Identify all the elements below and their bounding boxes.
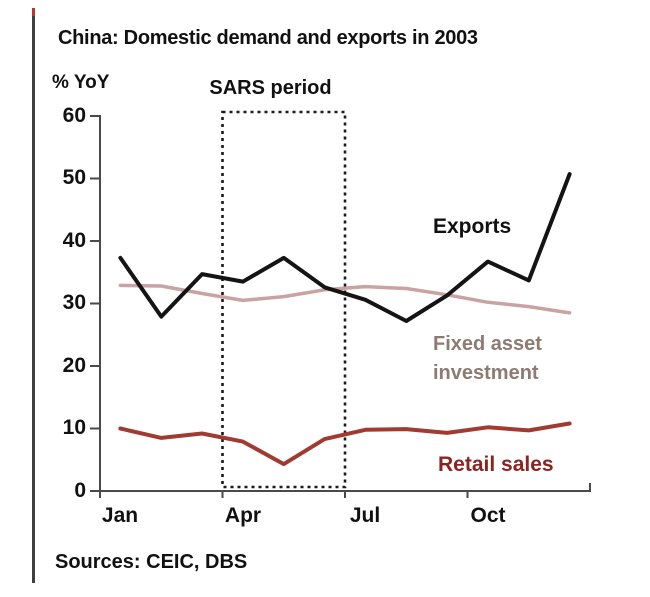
left-rule xyxy=(32,16,35,583)
sars-period-label: SARS period xyxy=(209,77,332,99)
exports-line xyxy=(118,172,572,323)
x-tick-oct: Oct xyxy=(470,504,506,527)
x-tick-jul: Jul xyxy=(349,504,381,527)
chart-title: China: Domestic demand and exports in 20… xyxy=(58,27,478,49)
y-axis-ticks xyxy=(90,115,100,492)
exports-series-label: Exports xyxy=(433,215,512,238)
y-tick-30: 30 xyxy=(62,291,86,314)
y-tick-50: 50 xyxy=(62,166,86,189)
y-tick-40: 40 xyxy=(62,229,86,252)
retail-sales-line xyxy=(118,421,572,467)
left-rule-red-cap xyxy=(32,8,35,17)
y-tick-10: 10 xyxy=(62,416,86,439)
y-axis-unit-label: % YoY xyxy=(52,72,110,93)
y-tick-0: 0 xyxy=(74,479,86,502)
fixed-asset-series-label: Fixed asset investment xyxy=(433,330,542,388)
fixed-asset-label-line2: investment xyxy=(433,362,539,384)
sars-period-box xyxy=(221,110,347,489)
fixed-asset-label-line1: Fixed asset xyxy=(433,333,542,355)
x-tick-apr: Apr xyxy=(224,504,262,527)
y-tick-60: 60 xyxy=(62,104,86,127)
y-tick-20: 20 xyxy=(62,354,86,377)
retail-sales-series-label: Retail sales xyxy=(438,453,554,476)
sources-note: Sources: CEIC, DBS xyxy=(55,551,248,573)
x-tick-jan: Jan xyxy=(101,504,139,527)
x-axis-ticks xyxy=(99,491,469,498)
fixed-asset-investment-line xyxy=(118,283,572,315)
